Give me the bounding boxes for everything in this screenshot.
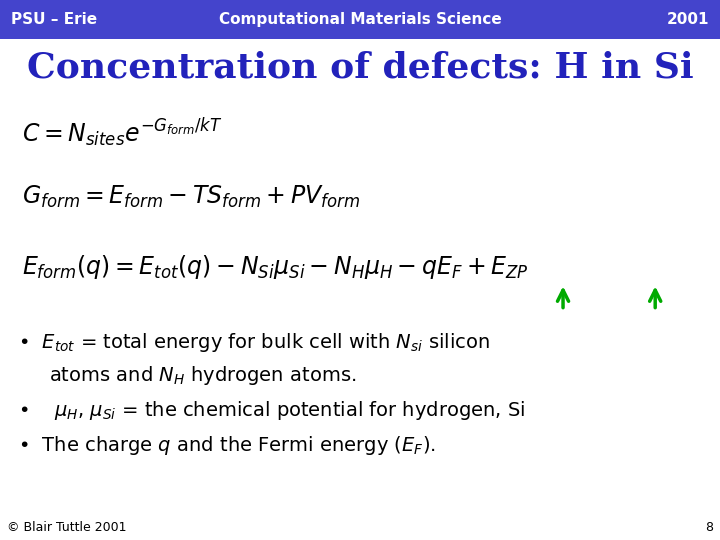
Text: PSU – Erie: PSU – Erie [11, 12, 97, 27]
Text: Concentration of defects: H in Si: Concentration of defects: H in Si [27, 51, 693, 84]
Text: •    $\mu_{H}$, $\mu_{Si}$ = the chemical potential for hydrogen, Si: • $\mu_{H}$, $\mu_{Si}$ = the chemical p… [18, 399, 526, 422]
Text: •  $E_{tot}$ = total energy for bulk cell with $N_{si}$ silicon: • $E_{tot}$ = total energy for bulk cell… [18, 332, 490, 354]
Text: Computational Materials Science: Computational Materials Science [219, 12, 501, 27]
Text: atoms and $N_{H}$ hydrogen atoms.: atoms and $N_{H}$ hydrogen atoms. [49, 364, 356, 387]
Text: 8: 8 [705, 521, 713, 534]
Text: •  The charge $q$ and the Fermi energy ($E_{F}$).: • The charge $q$ and the Fermi energy ($… [18, 434, 436, 457]
Text: © Blair Tuttle 2001: © Blair Tuttle 2001 [7, 521, 127, 534]
Text: 2001: 2001 [667, 12, 709, 27]
Text: $E_{form}(q) = E_{tot}(q) - N_{Si}\mu_{Si} - N_{H}\mu_{H} - qE_{F} + E_{ZP}$: $E_{form}(q) = E_{tot}(q) - N_{Si}\mu_{S… [22, 253, 528, 281]
Bar [0, 0, 720, 39]
Text: $G_{form} = E_{form} - TS_{form} + PV_{form}$: $G_{form} = E_{form} - TS_{form} + PV_{f… [22, 184, 360, 210]
Text: $C = N_{sites}e^{-G_{form}/kT}$: $C = N_{sites}e^{-G_{form}/kT}$ [22, 116, 222, 148]
